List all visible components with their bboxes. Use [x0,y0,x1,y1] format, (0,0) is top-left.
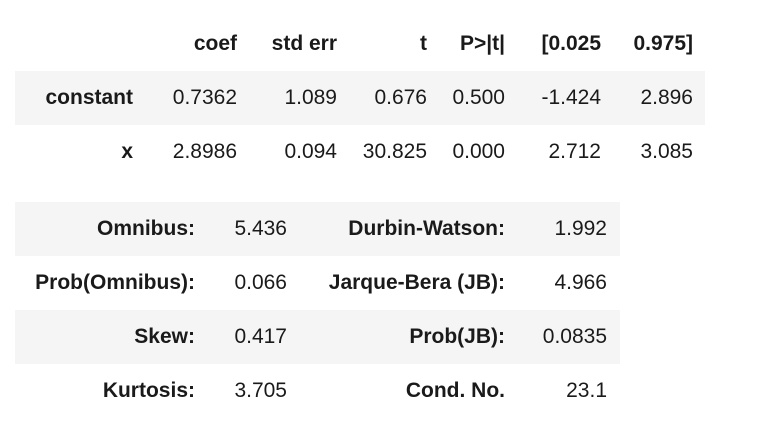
diag-value: 3.705 [234,379,287,402]
diag-value: 4.966 [554,271,607,294]
diag-value: 0.066 [234,271,287,294]
diag-label: Skew: [15,310,205,364]
diag-row: Skew: 0.417 Prob(JB): 0.0835 [15,310,620,364]
diag-value: 0.0835 [515,310,620,364]
diag-label: Cond. No. [405,379,505,402]
t-value: 30.825 [362,140,427,163]
t-value: 0.676 [337,71,427,125]
coef-header-ci-low: [0.025 [541,32,601,55]
diag-value: 5.436 [205,202,297,256]
coef-header-ci-high: 0.975] [633,32,693,55]
ci-high-value: 2.896 [601,71,705,125]
p-value: 0.500 [427,71,505,125]
std-err-value: 1.089 [237,71,337,125]
ci-low-value: 2.712 [548,140,601,163]
diag-label: Jarque-Bera (JB): [328,271,505,294]
coef-row-x: x 2.8986 0.094 30.825 0.000 2.712 3.085 [15,125,705,179]
coef-row-label: x [121,140,133,163]
coef-value: 2.8986 [172,140,237,163]
coef-header-blank [15,17,145,71]
diag-row: Omnibus: 5.436 Durbin-Watson: 1.992 [15,202,620,256]
coef-header-t: t [420,32,427,55]
coef-header-row: coef std err t P>|t| [0.025 0.975] [15,17,705,71]
diag-label: Kurtosis: [102,379,195,402]
std-err-value: 0.094 [284,140,337,163]
coef-header-std-err: std err [271,32,337,55]
coefficient-table: coef std err t P>|t| [0.025 0.975] const… [15,17,705,179]
diag-row: Kurtosis: 3.705 Cond. No. 23.1 [15,364,620,418]
coef-value: 0.7362 [145,71,237,125]
coef-row-constant: constant 0.7362 1.089 0.676 0.500 -1.424… [15,71,705,125]
p-value: 0.000 [452,140,505,163]
diag-label: Prob(JB): [297,310,515,364]
coef-header-coef: coef [193,32,237,55]
ci-low-value: -1.424 [505,71,601,125]
coef-row-label: constant [15,71,145,125]
diag-value: 0.417 [205,310,297,364]
diag-label: Omnibus: [15,202,205,256]
diag-label: Durbin-Watson: [297,202,515,256]
coef-header-p: P>|t| [459,32,505,55]
diagnostics-table: Omnibus: 5.436 Durbin-Watson: 1.992 Prob… [15,202,620,418]
ci-high-value: 3.085 [640,140,693,163]
diag-value: 23.1 [566,379,607,402]
diag-value: 1.992 [515,202,620,256]
diag-row: Prob(Omnibus): 0.066 Jarque-Bera (JB): 4… [15,256,620,310]
diag-label: Prob(Omnibus): [35,271,195,294]
